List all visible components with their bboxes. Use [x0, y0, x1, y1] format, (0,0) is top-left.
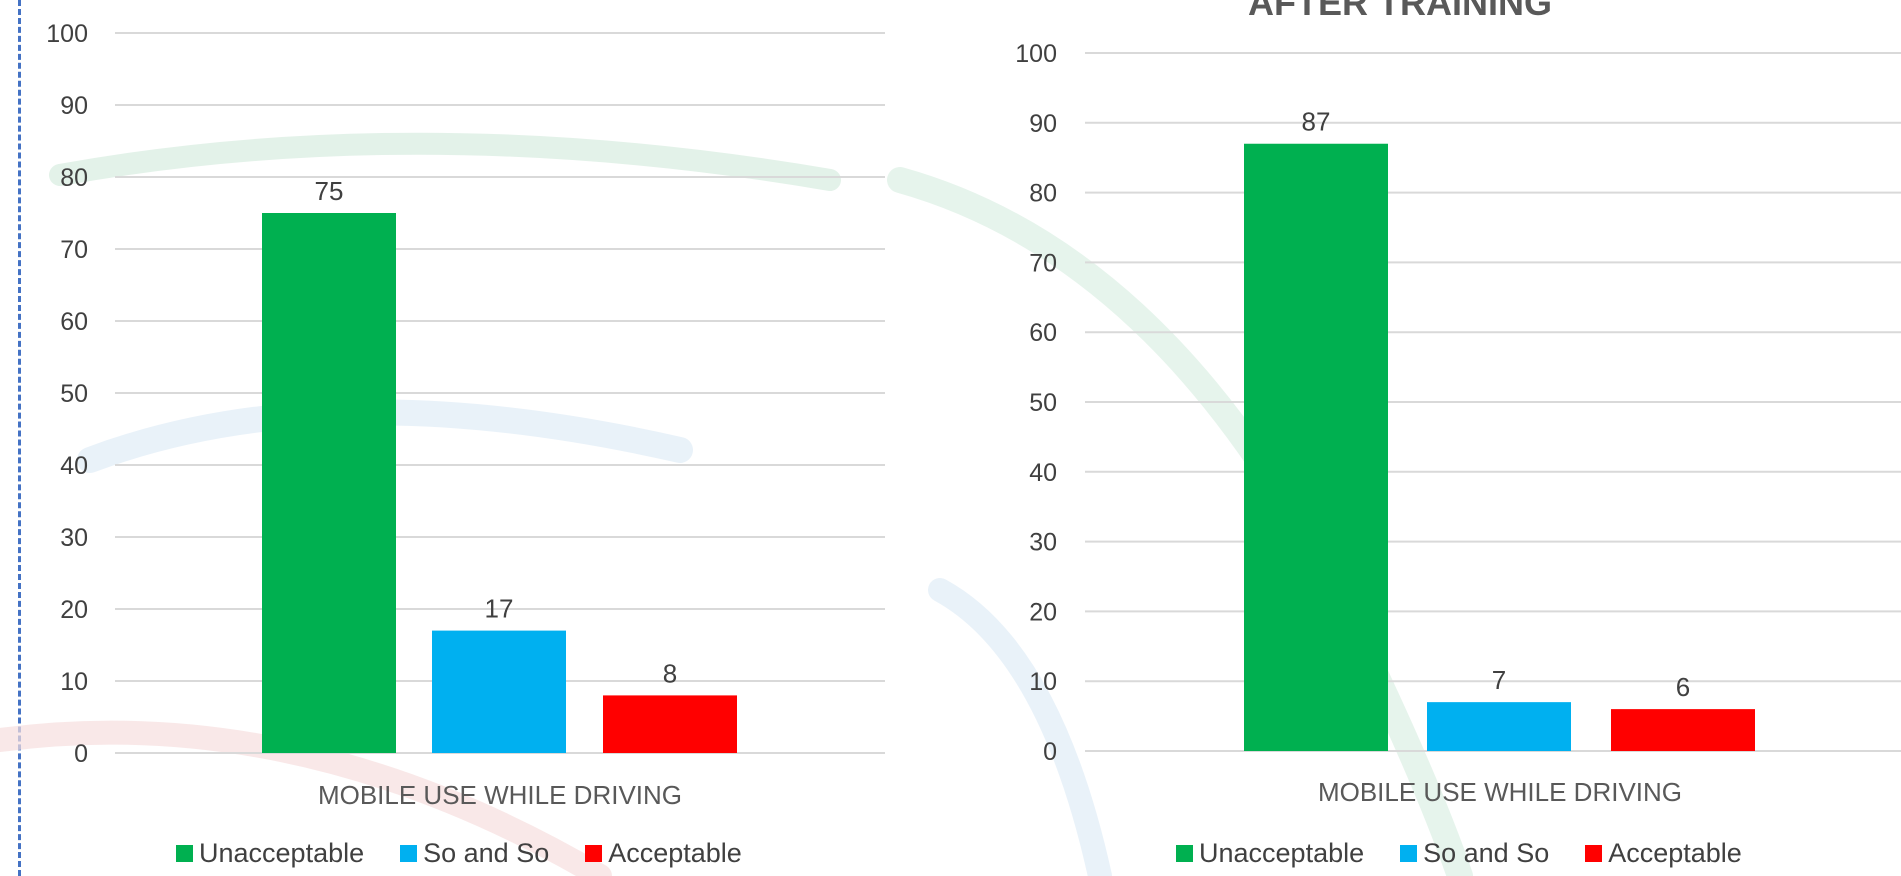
legend-after: Unacceptable So and So Acceptable — [1176, 838, 1778, 869]
y-tick-label: 60 — [60, 308, 88, 336]
chart-before: 0 10 20 30 40 50 60 70 80 90 100 75 17 8 MOBILE USE WH… — [46, 20, 885, 810]
y-tick-label: 100 — [1015, 40, 1057, 68]
y-tick-label: 20 — [60, 596, 88, 624]
bar-so-and-so — [1427, 702, 1571, 751]
legend-before: Unacceptable So and So Acceptable — [176, 838, 778, 869]
y-tick-label: 70 — [60, 236, 88, 264]
legend-item: Acceptable — [585, 838, 742, 869]
chart-after: 0 10 20 30 40 50 60 70 80 90 100 87 7 6 MOBILE USE WHI… — [1015, 40, 1901, 807]
bar-acceptable — [1611, 709, 1755, 751]
bar-so-and-so — [432, 630, 566, 753]
data-label: 75 — [315, 176, 344, 206]
legend-swatch — [1585, 845, 1603, 862]
y-tick-label: 30 — [1029, 529, 1057, 557]
bar-unacceptable — [262, 213, 396, 753]
legend-label: So and So — [1423, 838, 1550, 868]
y-tick-label: 80 — [60, 164, 88, 192]
bar-acceptable — [603, 695, 737, 753]
x-axis-label: MOBILE USE WHILE DRIVING — [318, 780, 682, 810]
data-label: 7 — [1492, 665, 1506, 695]
legend-item: Unacceptable — [1176, 838, 1364, 869]
dashed-border — [18, 0, 21, 876]
legend-swatch — [400, 845, 418, 862]
data-label: 8 — [663, 658, 677, 688]
y-tick-label: 0 — [1043, 738, 1057, 766]
legend-label: Acceptable — [608, 838, 742, 868]
legend-swatch — [1400, 845, 1418, 862]
legend-label: Unacceptable — [1199, 838, 1365, 868]
legend-item: So and So — [400, 838, 549, 869]
legend-label: So and So — [423, 838, 550, 868]
background-swooshes — [0, 132, 1473, 876]
legend-item: Unacceptable — [176, 838, 364, 869]
y-tick-label: 20 — [1029, 598, 1057, 626]
legend-swatch — [176, 845, 193, 862]
y-tick-label: 40 — [60, 452, 88, 480]
y-tick-label: 90 — [60, 92, 88, 120]
y-tick-label: 60 — [1029, 319, 1057, 347]
chart-title-after: AFTER TRAINING — [1248, 0, 1552, 23]
legend-label: Unacceptable — [199, 838, 365, 868]
y-tick-label: 10 — [60, 668, 88, 696]
y-tick-label: 50 — [1029, 389, 1057, 417]
y-tick-label: 50 — [60, 380, 88, 408]
y-tick-label: 30 — [60, 524, 88, 552]
y-tick-label: 70 — [1029, 249, 1057, 277]
y-tick-label: 40 — [1029, 459, 1057, 487]
data-label: 87 — [1302, 107, 1331, 137]
bar-unacceptable — [1244, 143, 1388, 752]
y-tick-label: 10 — [1029, 668, 1057, 696]
y-tick-label: 100 — [46, 20, 88, 48]
y-tick-label: 80 — [1029, 180, 1057, 208]
legend-swatch — [585, 845, 603, 862]
legend-item: Acceptable — [1585, 838, 1742, 869]
legend-label: Acceptable — [1608, 838, 1742, 868]
y-tick-label: 90 — [1029, 110, 1057, 138]
x-axis-label: MOBILE USE WHILE DRIVING — [1318, 777, 1682, 807]
legend-swatch — [1176, 845, 1193, 862]
y-tick-label: 0 — [74, 740, 88, 768]
data-label: 6 — [1676, 672, 1690, 702]
data-label: 17 — [485, 594, 514, 624]
legend-item: So and So — [1400, 838, 1549, 869]
